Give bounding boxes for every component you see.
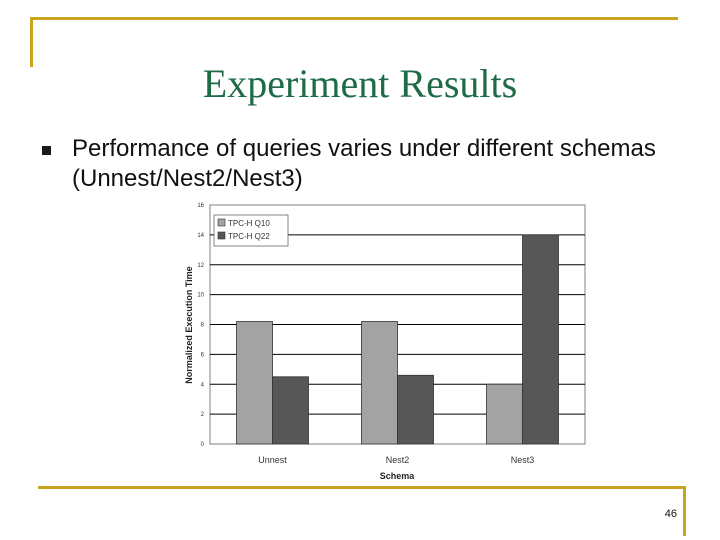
y-tick-label: 0 (201, 442, 205, 448)
slide-title: Experiment Results (202, 61, 518, 106)
bullet-text: Performance of queries varies under diff… (72, 135, 656, 192)
y-axis-label: Normalized Execution Time (184, 266, 194, 383)
frame-top-line (30, 17, 678, 20)
x-tick-labels: Unnest Nest2 Nest3 (258, 455, 534, 465)
y-tick-label: 10 (197, 293, 204, 299)
bar-tpc-h-q10-nest3 (486, 383, 523, 445)
legend: TPC-H Q10 TPC-H Q22 (213, 214, 289, 247)
legend-swatch (217, 231, 226, 240)
legend-label: TPC-H Q22 (228, 232, 270, 241)
page-number: 46 (664, 508, 677, 520)
y-tick-label: 12 (197, 263, 204, 269)
x-tick-label: Nest3 (511, 455, 535, 465)
bars (236, 234, 559, 445)
bar-tpc-h-q22-nest2 (397, 374, 434, 445)
y-tick-label: 4 (201, 382, 205, 388)
bullet-square-icon (42, 146, 51, 155)
x-tick-label: Nest2 (386, 455, 410, 465)
y-tick-label: 2 (201, 412, 205, 418)
y-tick-labels: 0 2 4 6 8 10 12 14 16 (197, 203, 204, 448)
x-axis-label: Schema (380, 471, 416, 481)
y-tick-label: 14 (197, 233, 204, 239)
frame-left-line (30, 17, 33, 67)
frame-right-line (683, 486, 686, 536)
bar-tpc-h-q22-nest3 (522, 234, 559, 445)
legend-swatch (217, 218, 226, 227)
y-tick-label: 8 (201, 323, 205, 329)
y-tick-label: 6 (201, 352, 205, 358)
x-tick-label: Unnest (258, 455, 287, 465)
bar-tpc-h-q10-nest2 (361, 321, 398, 445)
legend-label: TPC-H Q10 (228, 219, 270, 228)
bar-tpc-h-q22-unnest (272, 376, 309, 445)
legend-box (213, 214, 289, 247)
y-tick-label: 16 (197, 203, 204, 209)
bar-tpc-h-q10-unnest (236, 321, 273, 445)
frame-bottom-line (38, 486, 686, 489)
